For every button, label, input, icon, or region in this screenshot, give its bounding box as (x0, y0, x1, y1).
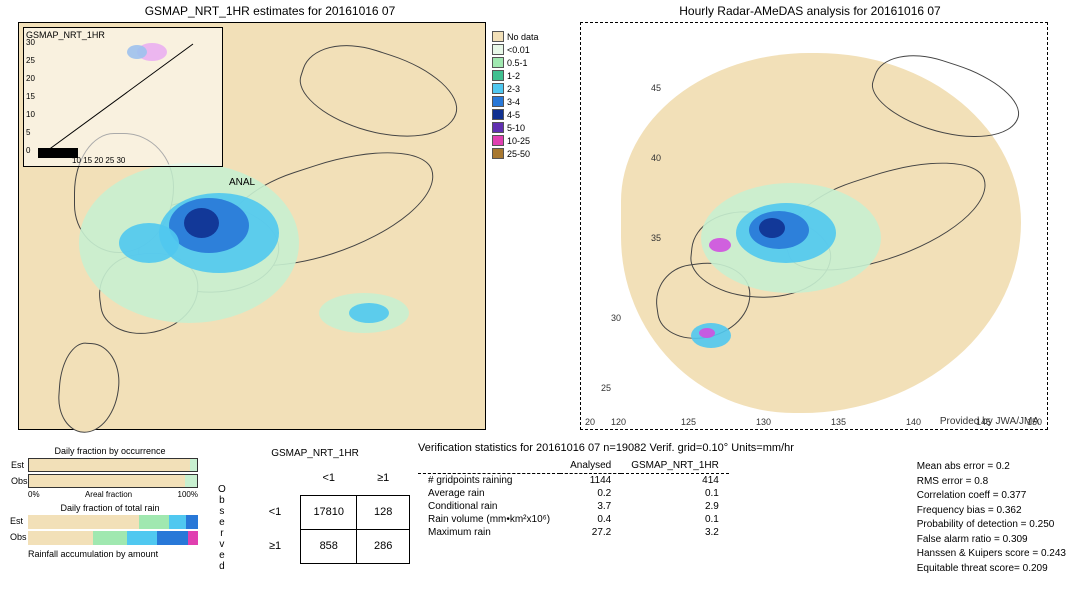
fraction-bars: Daily fraction by occurrence Est Obs 0% … (10, 442, 210, 564)
ct-cell: 128 (357, 495, 410, 529)
obs-accum-bar: Obs (28, 531, 198, 545)
anal-label: ANAL (229, 177, 255, 188)
gsmap-frame: GSMAP_NRT_1HR 30 25 20 15 10 5 0 10 15 2… (18, 22, 486, 430)
stats-row: Daily fraction by occurrence Est Obs 0% … (0, 440, 1080, 564)
radar-panel: Hourly Radar-AMeDAS analysis for 2016101… (540, 0, 1080, 440)
est-occurrence-bar: Est (28, 458, 198, 472)
attribution: Provided by JWA/JMA (940, 416, 1039, 427)
gsmap-panel: GSMAP_NRT_1HR estimates for 20161016 07 … (0, 0, 540, 440)
radar-title: Hourly Radar-AMeDAS analysis for 2016101… (540, 4, 1080, 18)
contingency-table: GSMAP_NRT_1HR Observed <1≥1 <1 17810 128… (210, 442, 410, 564)
radar-frame: 45 40 35 30 25 20 120 125 130 135 140 14… (580, 22, 1048, 430)
ct-cell: 286 (357, 529, 410, 563)
map-row: GSMAP_NRT_1HR estimates for 20161016 07 … (0, 0, 1080, 440)
est-accum-bar: Est (28, 515, 198, 529)
score-list: Mean abs error = 0.2RMS error = 0.8Corre… (917, 460, 1066, 576)
inset-chart: GSMAP_NRT_1HR 30 25 20 15 10 5 0 10 15 2… (23, 27, 223, 167)
inset-label: GSMAP_NRT_1HR (26, 30, 105, 40)
obs-occurrence-bar: Obs (28, 474, 198, 488)
ct-cell: 17810 (301, 495, 357, 529)
ct-cell: 858 (301, 529, 357, 563)
gsmap-title: GSMAP_NRT_1HR estimates for 20161016 07 (0, 4, 540, 18)
inset-line-icon (38, 40, 218, 158)
verif-table: AnalysedGSMAP_NRT_1HR # gridpoints raini… (418, 458, 729, 539)
verification-stats: Verification statistics for 20161016 07 … (410, 442, 1070, 564)
